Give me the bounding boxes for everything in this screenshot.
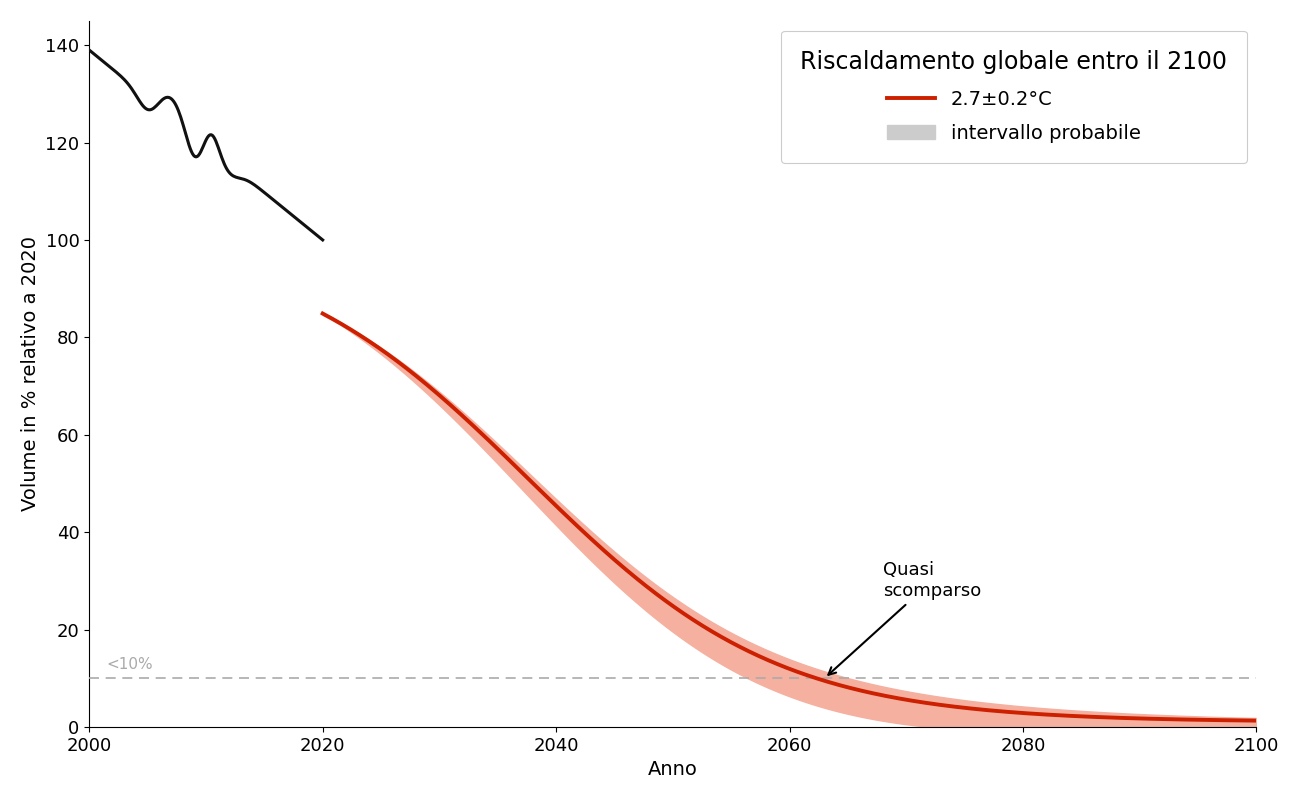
Text: <10%: <10% [107, 658, 153, 672]
X-axis label: Anno: Anno [647, 760, 698, 779]
Y-axis label: Volume in % relativo a 2020: Volume in % relativo a 2020 [21, 236, 40, 511]
Legend: 2.7±0.2°C, intervallo probabile: 2.7±0.2°C, intervallo probabile [781, 30, 1247, 162]
Text: Quasi
scomparso: Quasi scomparso [828, 562, 982, 674]
